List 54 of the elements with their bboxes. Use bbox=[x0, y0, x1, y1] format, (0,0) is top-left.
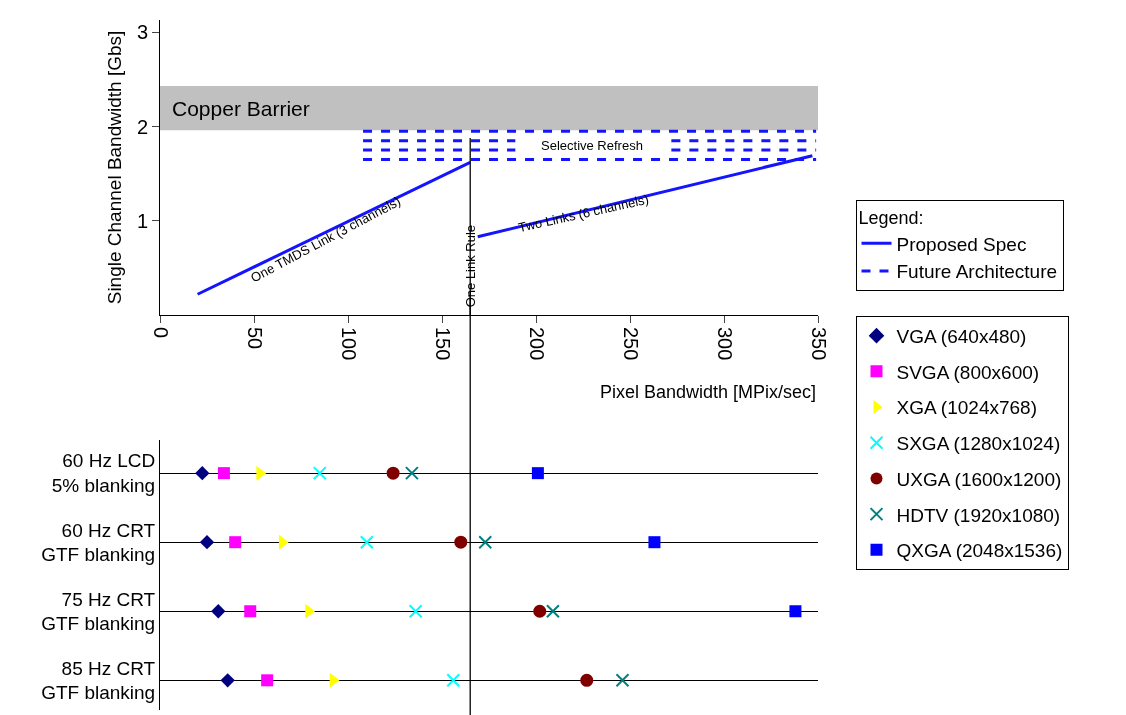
y-tick-label: 75 Hz CRT GTF blanking bbox=[41, 588, 156, 635]
point bbox=[531, 467, 544, 480]
point bbox=[195, 466, 210, 481]
point bbox=[454, 535, 468, 549]
legend-label: QXGA (2048x1536) bbox=[896, 540, 1063, 562]
y-tick-label: 1 bbox=[136, 209, 148, 232]
legend-title: Legend: bbox=[858, 208, 924, 229]
annotation: Selective Refresh bbox=[541, 138, 643, 153]
y-tick-label: 85 Hz CRT GTF blanking bbox=[41, 657, 156, 704]
point bbox=[533, 604, 547, 618]
ref-line-label: One Link Rule bbox=[463, 224, 479, 308]
point bbox=[229, 536, 242, 549]
y-tick-label: 60 Hz LCD 5% blanking bbox=[51, 450, 156, 497]
point bbox=[648, 536, 661, 549]
point bbox=[244, 605, 257, 618]
point bbox=[359, 535, 374, 550]
y-tick-label: 60 Hz CRT GTF blanking bbox=[41, 519, 156, 566]
point bbox=[404, 466, 419, 481]
legend-label: VGA (640x480) bbox=[896, 326, 1027, 348]
x-tick-label: 0 bbox=[149, 327, 172, 339]
point bbox=[478, 535, 493, 550]
legend-label: UXGA (1600x1200) bbox=[896, 468, 1062, 490]
point bbox=[261, 674, 274, 687]
x-tick-label: 250 bbox=[619, 327, 642, 361]
band-label: Copper Barrier bbox=[172, 97, 310, 120]
point bbox=[408, 604, 423, 619]
point bbox=[199, 535, 215, 550]
legend-label: Proposed Spec bbox=[896, 233, 1027, 255]
point bbox=[545, 604, 560, 619]
point bbox=[789, 605, 802, 618]
y-axis-title: Single Channel Bandwidth [Gbs] bbox=[103, 30, 125, 305]
point bbox=[217, 467, 230, 480]
y-tick-label: 2 bbox=[136, 115, 148, 138]
x-tick-label: 150 bbox=[431, 327, 454, 361]
x-tick-label: 50 bbox=[243, 327, 266, 350]
legend-label: Future Architecture bbox=[896, 261, 1058, 283]
point bbox=[312, 466, 327, 481]
x-tick-label: 100 bbox=[337, 327, 360, 361]
x-axis-title: Pixel Bandwidth [MPix/sec] bbox=[600, 382, 817, 402]
legend-label: HDTV (1920x1080) bbox=[896, 504, 1061, 526]
legend-label: XGA (1024x768) bbox=[896, 397, 1037, 419]
point bbox=[211, 604, 226, 619]
legend-label: SXGA (1280x1024) bbox=[896, 433, 1061, 455]
y-tick-label: 3 bbox=[136, 21, 148, 44]
x-tick-label: 200 bbox=[525, 327, 548, 361]
point bbox=[386, 466, 400, 480]
point bbox=[580, 673, 594, 687]
x-tick-label: 350 bbox=[807, 327, 830, 361]
x-tick-label: 300 bbox=[713, 327, 736, 361]
point bbox=[615, 673, 630, 688]
point bbox=[446, 673, 461, 688]
point bbox=[220, 673, 235, 688]
annotation: Two Links (6 channels) bbox=[517, 191, 651, 236]
legend-label: SVGA (800x600) bbox=[896, 361, 1040, 383]
